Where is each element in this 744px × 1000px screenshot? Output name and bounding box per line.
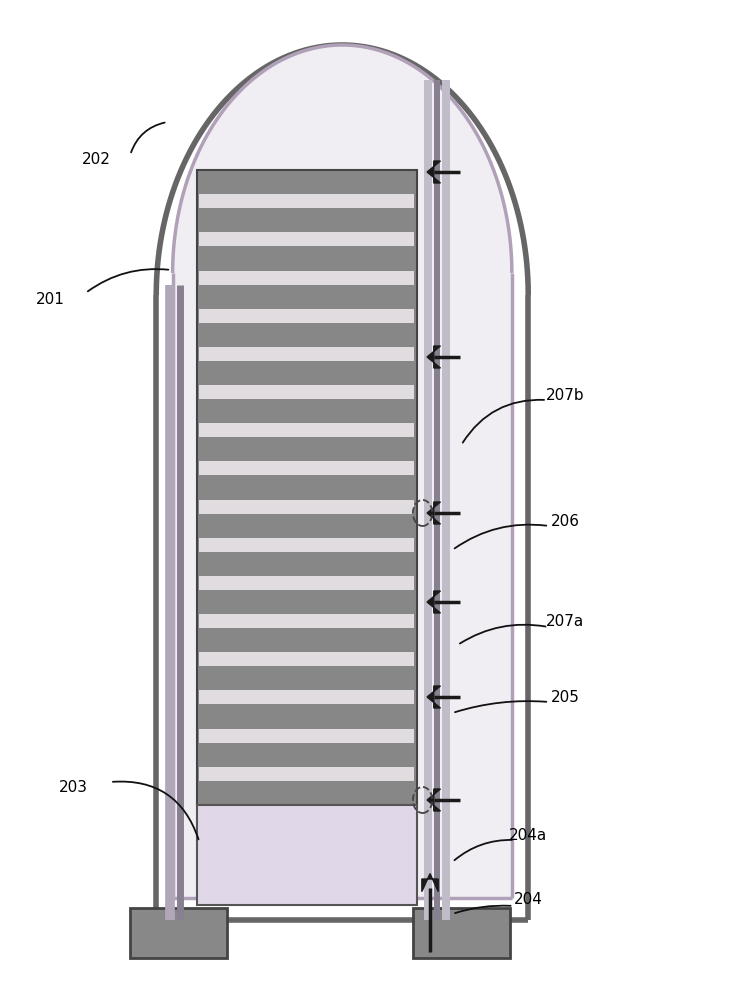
Bar bbox=[199, 385, 414, 399]
Bar bbox=[199, 538, 414, 552]
FancyArrow shape bbox=[427, 789, 440, 811]
Bar bbox=[199, 461, 414, 475]
Text: 202: 202 bbox=[83, 152, 111, 167]
Text: 205: 205 bbox=[551, 690, 580, 704]
FancyArrow shape bbox=[427, 502, 440, 524]
FancyArrow shape bbox=[427, 346, 440, 368]
Bar bbox=[130, 908, 227, 958]
Bar bbox=[199, 232, 414, 246]
Bar bbox=[199, 271, 414, 285]
Bar bbox=[199, 576, 414, 590]
FancyArrow shape bbox=[422, 874, 438, 892]
Polygon shape bbox=[156, 45, 528, 295]
Text: 204: 204 bbox=[514, 892, 542, 908]
Bar bbox=[199, 347, 414, 361]
FancyArrow shape bbox=[427, 161, 440, 183]
Bar bbox=[199, 767, 414, 781]
Text: 206: 206 bbox=[551, 514, 580, 530]
Bar bbox=[197, 805, 417, 905]
Bar bbox=[199, 309, 414, 323]
Bar bbox=[413, 908, 510, 958]
Text: 201: 201 bbox=[36, 292, 65, 308]
Bar bbox=[199, 194, 414, 208]
Bar bbox=[199, 729, 414, 743]
Bar bbox=[424, 80, 432, 920]
Bar bbox=[199, 690, 414, 704]
Bar bbox=[199, 423, 414, 437]
Bar bbox=[197, 170, 417, 805]
Bar bbox=[434, 80, 440, 920]
FancyArrow shape bbox=[427, 686, 440, 708]
Bar bbox=[199, 500, 414, 514]
Text: 207b: 207b bbox=[546, 387, 585, 402]
FancyArrow shape bbox=[427, 591, 440, 613]
Text: 204a: 204a bbox=[509, 828, 548, 842]
Text: 203: 203 bbox=[59, 780, 87, 796]
Bar bbox=[156, 295, 528, 920]
Bar bbox=[199, 652, 414, 666]
Text: 207a: 207a bbox=[546, 614, 585, 630]
Bar bbox=[199, 614, 414, 628]
Bar bbox=[442, 80, 450, 920]
Bar bbox=[424, 340, 432, 570]
Bar bbox=[173, 273, 512, 898]
Polygon shape bbox=[173, 45, 512, 273]
